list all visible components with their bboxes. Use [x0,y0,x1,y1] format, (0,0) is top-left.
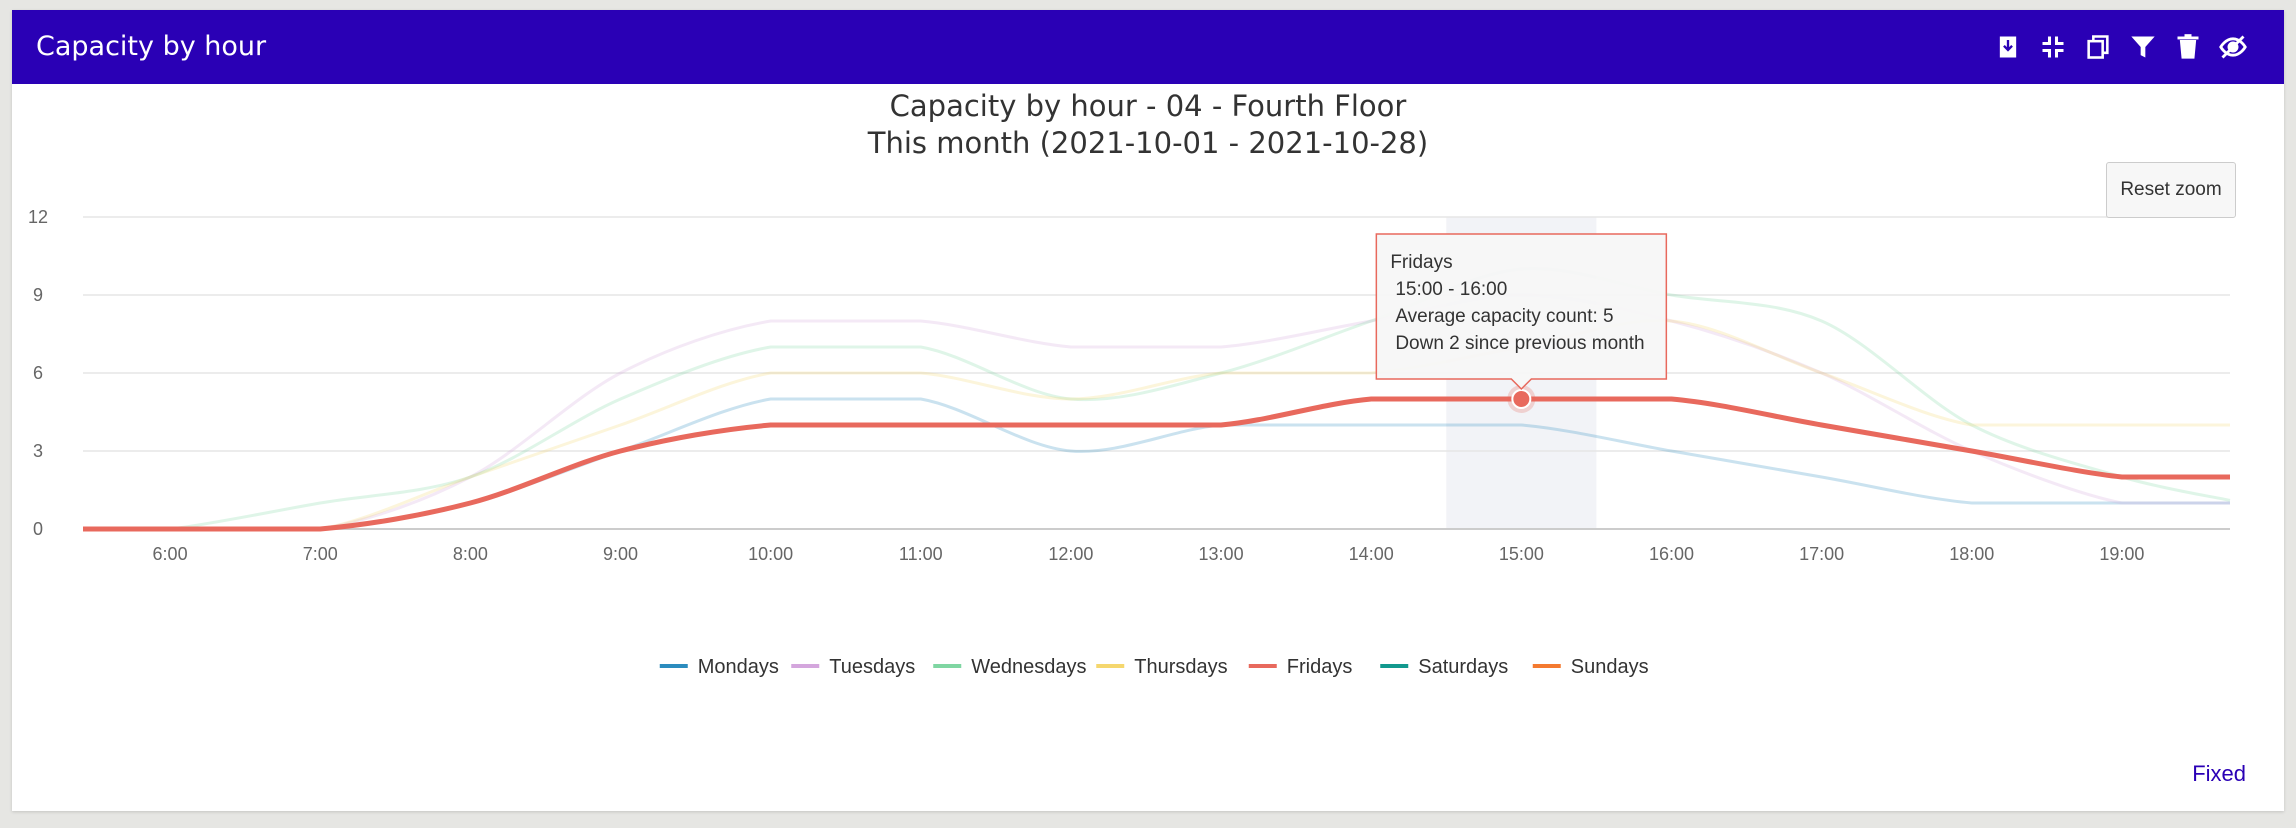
tooltip-line: Down 2 since previous month [1395,333,1644,354]
legend-label: Saturdays [1418,656,1508,678]
chart-subtitle: This month (2021-10-01 - 2021-10-28) [867,126,1428,160]
chart-panel: Capacity by hour Capacity by hour - 04 - [12,10,2284,811]
tooltip-box [1375,233,1668,391]
legend-item-mondays[interactable]: Mondays [659,656,779,678]
trash-icon[interactable] [2173,32,2203,62]
y-tick-label: 0 [33,519,43,539]
legend-label: Thursdays [1134,656,1227,678]
y-tick-label: 3 [33,441,43,461]
y-tick-label: 6 [33,363,43,383]
tooltip-line: 15:00 - 16:00 [1395,279,1507,300]
chart-title: Capacity by hour - 04 - Fourth Floor [890,89,1407,123]
x-tick-label: 7:00 [303,544,338,564]
x-tick-label: 8:00 [453,544,488,564]
collapse-icon[interactable] [2038,32,2068,62]
legend-item-thursdays[interactable]: Thursdays [1096,656,1228,678]
legend-label: Sundays [1571,656,1649,678]
series-line-wednesdays[interactable] [83,266,2231,531]
y-tick-label: 12 [28,207,48,227]
reset-zoom-button[interactable]: Reset zoom [2106,162,2236,218]
panel-title: Capacity by hour [36,31,267,62]
legend-item-saturdays[interactable]: Saturdays [1380,656,1508,678]
legend-label: Mondays [698,656,779,678]
x-tick-label: 17:00 [1799,544,1844,564]
capacity-line-chart: Capacity by hour - 04 - Fourth FloorThis… [28,89,2231,678]
x-tick-label: 16:00 [1649,544,1694,564]
x-tick-label: 11:00 [899,544,943,564]
legend-label: Fridays [1287,656,1353,678]
tooltip: Fridays 15:00 - 16:00 Average capacity cou… [1375,233,1668,391]
panel-toolbar [1978,10,2248,84]
legend-item-wednesdays[interactable]: Wednesdays [933,656,1087,678]
x-tick-label: 10:00 [748,544,793,564]
tooltip-line: Average capacity count: 5 [1395,306,1613,327]
x-tick-label: 12:00 [1048,544,1093,564]
y-tick-label: 9 [33,285,43,305]
legend-label: Wednesdays [971,656,1086,678]
legend-item-sundays[interactable]: Sundays [1532,656,1649,678]
download-icon[interactable] [1993,32,2023,62]
hover-point[interactable] [1511,389,1532,409]
x-tick-label: 6:00 [153,544,188,564]
tooltip-line: Fridays [1390,252,1452,273]
x-tick-label: 14:00 [1349,544,1394,564]
series-line-thursdays[interactable] [83,318,2230,531]
x-tick-label: 9:00 [603,544,638,564]
copy-icon[interactable] [2083,32,2113,62]
series-line-tuesdays[interactable] [83,293,2230,531]
filter-icon[interactable] [2128,32,2158,62]
hide-icon[interactable] [2218,32,2248,62]
chart-area: Capacity by hour - 04 - Fourth Floor This… [12,84,2284,811]
series-line-fridays[interactable] [83,396,2230,532]
legend-label: Tuesdays [829,656,915,678]
fixed-link[interactable]: Fixed [2192,761,2246,786]
x-tick-label: 13:00 [1199,544,1244,564]
panel-header: Capacity by hour [12,10,2284,84]
legend-item-tuesdays[interactable]: Tuesdays [791,656,915,678]
x-tick-label: 18:00 [1949,544,1994,564]
x-tick-label: 15:00 [1499,544,1544,564]
x-tick-label: 19:00 [2099,544,2144,564]
legend-item-fridays[interactable]: Fridays [1248,656,1353,678]
